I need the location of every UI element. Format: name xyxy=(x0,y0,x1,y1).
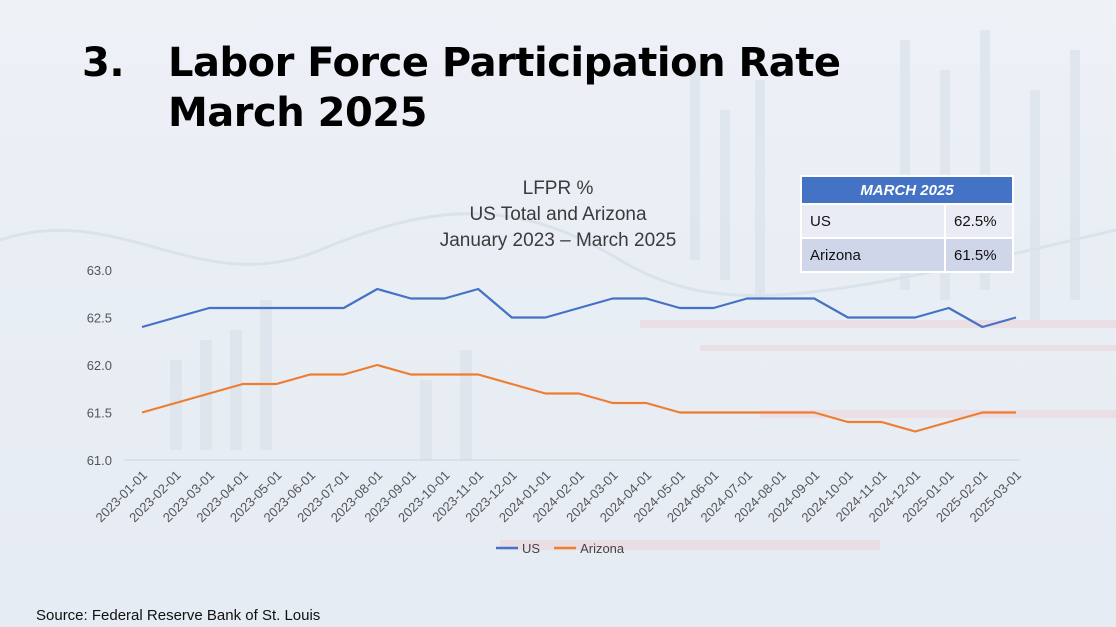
march-2025-table: MARCH 2025 US 62.5% Arizona 61.5% xyxy=(800,175,1014,273)
chart-title: LFPR % US Total and Arizona January 2023… xyxy=(368,176,748,254)
slide-title: 3. Labor Force Participation Rate March 2… xyxy=(82,38,841,138)
slide-number: 3. xyxy=(82,40,125,86)
table-row-label: US xyxy=(800,203,946,239)
series-line-us xyxy=(141,287,1017,329)
y-tick-label: 63.0 xyxy=(87,263,112,278)
table-row-label: Arizona xyxy=(800,237,946,273)
table-row: US 62.5% xyxy=(800,203,1014,239)
y-tick-label: 61.5 xyxy=(87,406,112,421)
slide-title-line1: Labor Force Participation Rate xyxy=(168,40,841,86)
chart-title-line1: LFPR % xyxy=(522,178,594,199)
legend-label: Arizona xyxy=(580,541,625,556)
chart-title-line2: US Total and Arizona xyxy=(469,204,647,225)
x-axis: 2023-01-012023-02-012023-03-012023-04-01… xyxy=(92,459,1024,525)
slide-title-line2: March 2025 xyxy=(168,90,427,136)
y-tick-label: 62.0 xyxy=(87,358,112,373)
legend-label: US xyxy=(522,541,540,556)
table-row-value: 62.5% xyxy=(944,203,1014,239)
source-note: Source: Federal Reserve Bank of St. Loui… xyxy=(36,607,321,624)
y-tick-label: 61.0 xyxy=(87,453,112,468)
series-layer xyxy=(141,287,1017,433)
series-line-arizona xyxy=(141,363,1016,433)
y-axis: 61.0 61.5 62.0 62.5 63.0 xyxy=(87,263,112,468)
chart-title-line3: January 2023 – March 2025 xyxy=(439,230,677,251)
table-row: Arizona 61.5% xyxy=(800,237,1014,273)
table-header: MARCH 2025 xyxy=(800,175,1014,205)
y-tick-label: 62.5 xyxy=(87,311,112,326)
table-row-value: 61.5% xyxy=(944,237,1014,273)
legend: US Arizona xyxy=(496,541,625,556)
